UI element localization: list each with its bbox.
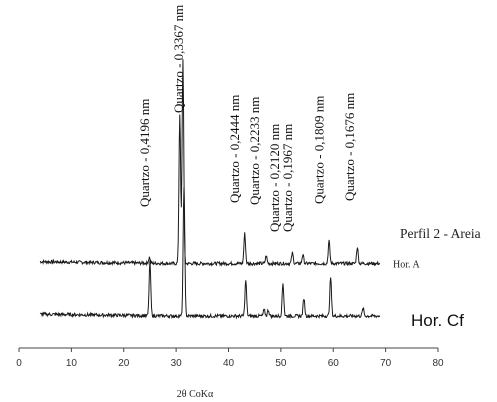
peak-annotation: Quartzo - 0,2233 nm bbox=[247, 97, 262, 205]
x-tick-label: 0 bbox=[16, 358, 22, 369]
x-axis-label: 2θ CoKα bbox=[177, 389, 214, 400]
x-tick-label: 30 bbox=[171, 358, 183, 369]
peak-annotation: Quartzo - 0,2120 nm bbox=[267, 124, 282, 232]
x-tick-label: 60 bbox=[328, 358, 340, 369]
x-tick-label: 70 bbox=[380, 358, 392, 369]
x-tick-label: 40 bbox=[223, 358, 235, 369]
series-line-hor-cf bbox=[39, 187, 381, 320]
peak-annotation: Quartzo - 0,4196 nm bbox=[137, 99, 152, 207]
peak-annotation: Quartzo - 0,3367 nm bbox=[171, 5, 186, 113]
peak-annotations: Quartzo - 0,4196 nm Quartzo - 0,3367 nm Qu… bbox=[137, 5, 357, 232]
x-tick-label: 20 bbox=[118, 358, 130, 369]
series-line-hor-a bbox=[39, 59, 381, 267]
x-tick-label: 50 bbox=[275, 358, 287, 369]
x-axis: 0 10 20 30 40 50 60 70 80 bbox=[16, 347, 444, 369]
x-tick-label: 80 bbox=[432, 358, 444, 369]
caption-text: Perfil 2 - Areia bbox=[400, 226, 481, 241]
x-tick-label: 10 bbox=[66, 358, 78, 369]
peak-annotation: Quartzo - 0,1967 nm bbox=[280, 124, 295, 232]
peak-annotation: Quartzo - 0,1809 nm bbox=[311, 96, 326, 204]
diffractogram-series: Hor. A Hor. Cf bbox=[39, 59, 464, 330]
peak-annotation: Quartzo - 0,2444 nm bbox=[227, 95, 242, 203]
series-label: Hor. A bbox=[393, 260, 420, 271]
peak-annotation: Quartzo - 0,1676 nm bbox=[342, 93, 357, 201]
series-label: Hor. Cf bbox=[411, 311, 464, 330]
